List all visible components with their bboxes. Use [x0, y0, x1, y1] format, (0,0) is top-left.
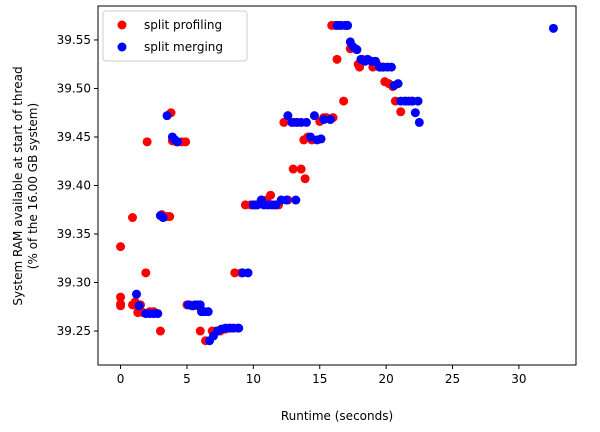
x-tick-label-5: 5 [183, 372, 191, 386]
x-tick-label-10: 10 [246, 372, 261, 386]
legend: split profiling split merging [102, 10, 248, 62]
point-split-merging-39 [283, 111, 293, 121]
point-split-merging-1 [134, 301, 144, 311]
y-tick-label-2: 39.35 [57, 227, 91, 241]
x-tick-label-15: 15 [312, 372, 327, 386]
point-split-profiling-52 [296, 164, 306, 174]
legend-label-split-profiling: split profiling [144, 18, 222, 32]
y-tick-label-6: 39.55 [57, 33, 91, 47]
point-split-merging-41 [291, 195, 301, 205]
x-tick-label-20: 20 [378, 372, 393, 386]
point-split-merging-68 [393, 79, 403, 89]
x-tick-label-25: 25 [445, 372, 460, 386]
point-split-merging-76 [548, 23, 558, 33]
point-split-profiling-80 [396, 107, 406, 117]
point-split-profiling-24 [181, 137, 191, 147]
y-tick-label-5: 39.50 [57, 81, 91, 95]
y-tick-label-4: 39.45 [57, 130, 91, 144]
point-split-merging-66 [386, 62, 396, 72]
point-split-profiling-12 [142, 137, 152, 147]
y-axis-ticks: 39.25 39.30 39.35 39.40 39.45 39.50 39.55 [57, 33, 98, 338]
point-split-profiling-15 [155, 326, 165, 336]
point-split-profiling-29 [195, 326, 205, 336]
point-split-merging-44 [301, 117, 311, 127]
point-split-merging-73 [410, 108, 420, 118]
y-axis-label: System RAM available at start of thread [11, 66, 25, 305]
point-split-merging-19 [203, 307, 213, 317]
y-tick-label-0: 39.25 [57, 324, 91, 338]
point-split-merging-29 [243, 268, 253, 278]
point-split-profiling-54 [300, 174, 310, 184]
x-tick-label-0: 0 [117, 372, 125, 386]
legend-marker-split-profiling [117, 20, 127, 30]
point-split-merging-16 [195, 300, 205, 310]
point-split-merging-49 [319, 115, 329, 125]
point-split-merging-11 [173, 137, 183, 147]
legend-label-split-merging: split merging [144, 40, 223, 54]
x-axis-label: Runtime (seconds) [281, 409, 393, 423]
point-split-profiling-3 [116, 301, 126, 311]
y-tick-label-3: 39.40 [57, 179, 91, 193]
point-split-merging-75 [414, 117, 424, 127]
point-split-profiling-11 [141, 268, 151, 278]
point-split-profiling-48 [279, 117, 289, 127]
point-split-profiling-70 [355, 62, 365, 72]
point-split-profiling-0 [116, 242, 126, 252]
point-split-merging-57 [352, 45, 362, 55]
point-split-merging-50 [325, 115, 335, 125]
points-layer [116, 20, 558, 346]
point-split-merging-46 [309, 111, 319, 121]
point-split-profiling-45 [266, 190, 276, 200]
point-split-merging-54 [343, 20, 353, 30]
point-split-profiling-1 [116, 292, 126, 302]
point-split-merging-27 [234, 323, 244, 333]
point-split-merging-0 [132, 289, 142, 299]
y-axis-label-line2: (% of the 16.00 GB system) [26, 103, 40, 269]
point-split-profiling-19 [165, 212, 175, 222]
legend-marker-split-merging [117, 42, 127, 52]
point-split-merging-5 [153, 309, 163, 319]
point-split-profiling-37 [230, 268, 240, 278]
x-tick-label-30: 30 [511, 372, 526, 386]
point-split-merging-8 [162, 111, 172, 121]
point-split-merging-48 [316, 134, 326, 144]
point-split-merging-7 [158, 213, 168, 223]
legend-box [102, 10, 248, 62]
x-axis-ticks: 0 5 10 15 20 25 30 [117, 365, 527, 386]
point-split-merging-74 [413, 96, 423, 106]
point-split-profiling-63 [332, 54, 342, 64]
point-split-merging-38 [282, 195, 292, 205]
point-split-profiling-50 [288, 164, 298, 174]
point-split-profiling-4 [128, 213, 138, 223]
point-split-profiling-65 [339, 96, 349, 106]
y-tick-label-1: 39.30 [57, 276, 91, 290]
